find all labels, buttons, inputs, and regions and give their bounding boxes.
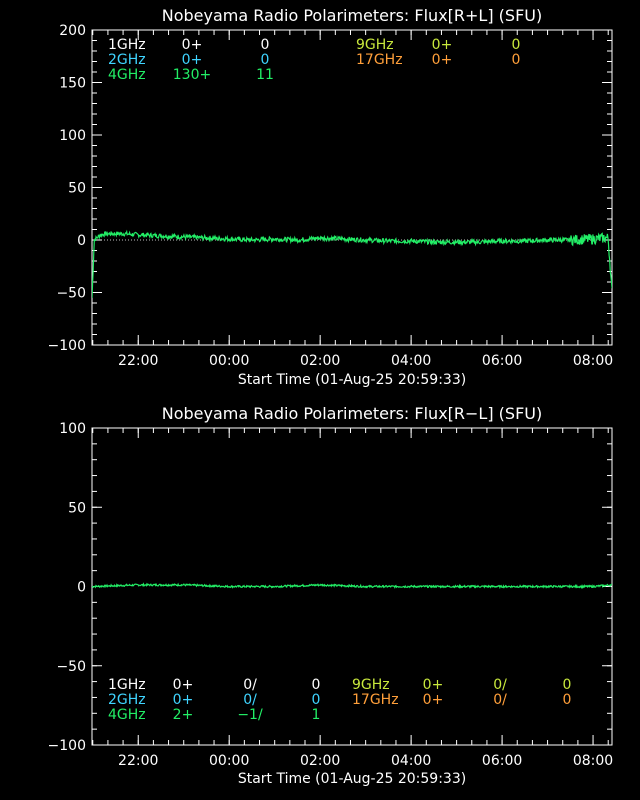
legend-peak-value: 2+ [173,707,194,723]
legend-peak-value: 0+ [173,677,194,693]
x-axis-label: Start Time (01-Aug-25 20:59:33) [238,372,466,388]
y-tick-label: 100 [59,128,86,144]
legend-mean-value: 0 [312,677,321,693]
legend-mean-value: 0 [312,692,321,708]
x-tick-label: 02:00 [300,353,340,369]
x-axis-label: Start Time (01-Aug-25 20:59:33) [238,771,466,787]
legend-frequency: 4GHz [108,707,146,723]
legend-mean-value: 0 [261,37,270,53]
x-tick-label: 00:00 [209,353,249,369]
x-tick-label: 06:00 [482,753,522,769]
legend-frequency: 17GHz [356,52,403,68]
x-tick-label: 22:00 [118,753,158,769]
series-4ghz-line [92,582,612,590]
x-tick-label: 08:00 [573,353,613,369]
y-tick-label: 150 [59,76,86,92]
legend-peak-value: 130+ [173,67,211,83]
y-tick-label: −50 [56,659,86,675]
legend-frequency: 4GHz [108,67,146,83]
legend-peak-value: 0+ [182,37,203,53]
legend-ratio-value: 0/ [493,677,507,693]
chart-title: Nobeyama Radio Polarimeters: Flux[R+L] (… [162,6,542,25]
series-4ghz-line [92,229,612,298]
legend-mean-value: 0 [512,37,521,53]
legend-ratio-value: −1/ [237,707,263,723]
y-tick-label: 100 [59,421,86,437]
y-tick-label: −100 [48,738,86,754]
y-tick-label: 200 [59,23,86,39]
y-tick-label: −50 [56,286,86,302]
y-tick-label: 50 [68,181,86,197]
y-tick-label: −100 [48,338,86,354]
legend-ratio-value: 0/ [243,692,257,708]
legend-mean-value: 0 [261,52,270,68]
legend-mean-value: 0 [563,692,572,708]
x-tick-label: 04:00 [391,353,431,369]
x-tick-label: 06:00 [482,353,522,369]
y-tick-label: 50 [68,500,86,516]
legend-frequency: 17GHz [352,692,399,708]
legend-ratio-value: 0/ [243,677,257,693]
y-tick-label: 0 [77,580,86,596]
legend-peak-value: 0+ [432,52,453,68]
legend-frequency: 2GHz [108,52,146,68]
plot-frame [91,29,613,346]
x-tick-label: 00:00 [209,753,249,769]
legend-frequency: 1GHz [108,677,146,693]
legend-frequency: 2GHz [108,692,146,708]
x-tick-label: 02:00 [300,753,340,769]
legend-mean-value: 0 [563,677,572,693]
legend-peak-value: 0+ [423,677,444,693]
legend-peak-value: 0+ [423,692,444,708]
legend-peak-value: 0+ [182,52,203,68]
legend-frequency: 1GHz [108,37,146,53]
x-tick-label: 04:00 [391,753,431,769]
legend-frequency: 9GHz [352,677,390,693]
legend-ratio-value: 0/ [493,692,507,708]
legend-mean-value: 11 [256,67,274,83]
x-tick-label: 08:00 [573,753,613,769]
legend-peak-value: 0+ [432,37,453,53]
legend-mean-value: 1 [312,707,321,723]
y-tick-label: 0 [77,233,86,249]
x-tick-label: 22:00 [118,353,158,369]
legend-peak-value: 0+ [173,692,194,708]
chart-title: Nobeyama Radio Polarimeters: Flux[R−L] (… [162,404,542,423]
legend-frequency: 9GHz [356,37,394,53]
legend-mean-value: 0 [512,52,521,68]
